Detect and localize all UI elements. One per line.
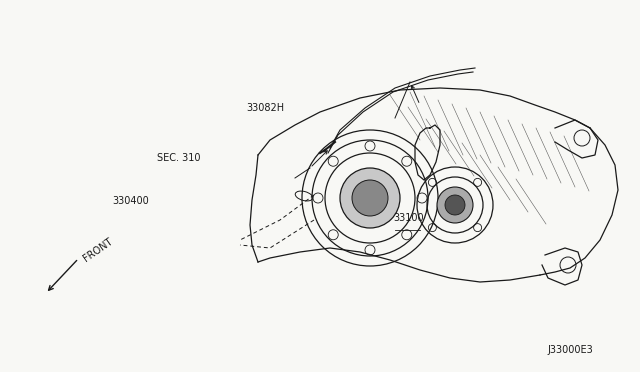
Text: FRONT: FRONT	[82, 236, 115, 263]
Circle shape	[437, 187, 473, 223]
Text: SEC. 310: SEC. 310	[157, 153, 200, 163]
Text: 33082H: 33082H	[246, 103, 285, 113]
Text: 33100: 33100	[394, 213, 424, 222]
Text: 330400: 330400	[112, 196, 148, 206]
Circle shape	[352, 180, 388, 216]
Circle shape	[445, 195, 465, 215]
Circle shape	[340, 168, 400, 228]
Text: J33000E3: J33000E3	[547, 345, 593, 355]
